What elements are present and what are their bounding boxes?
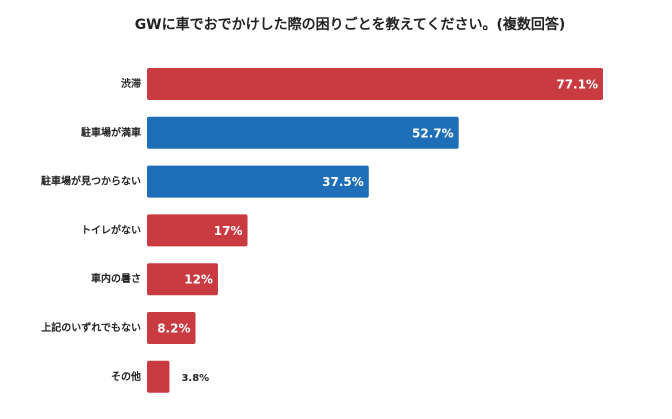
value-label: 12% (184, 273, 213, 287)
category-label: 車内の暑さ (91, 272, 141, 285)
bar (147, 68, 603, 100)
bar (147, 165, 369, 198)
value-label: 37.5% (322, 175, 364, 189)
category-label: 駐車場が見つからない (41, 175, 141, 188)
category-label: 駐車場が満車 (81, 126, 141, 139)
value-label: 3.8% (181, 373, 209, 384)
value-label: 77.1% (556, 78, 598, 92)
value-label: 8.2% (157, 322, 190, 336)
category-label: 渋滞 (121, 77, 141, 90)
category-label: 上記のいずれでもない (41, 321, 141, 334)
bar (147, 263, 218, 296)
bar (147, 214, 248, 247)
chart-title: GWに車でおでかけした際の困りごとを教えてください。(複数回答) (135, 16, 566, 33)
bar (147, 116, 459, 149)
category-label: トイレがない (81, 223, 141, 236)
value-label: 17% (214, 224, 243, 238)
value-label: 52.7% (412, 126, 454, 140)
category-label: その他 (111, 370, 141, 383)
bar (147, 312, 196, 344)
bar (147, 360, 170, 393)
